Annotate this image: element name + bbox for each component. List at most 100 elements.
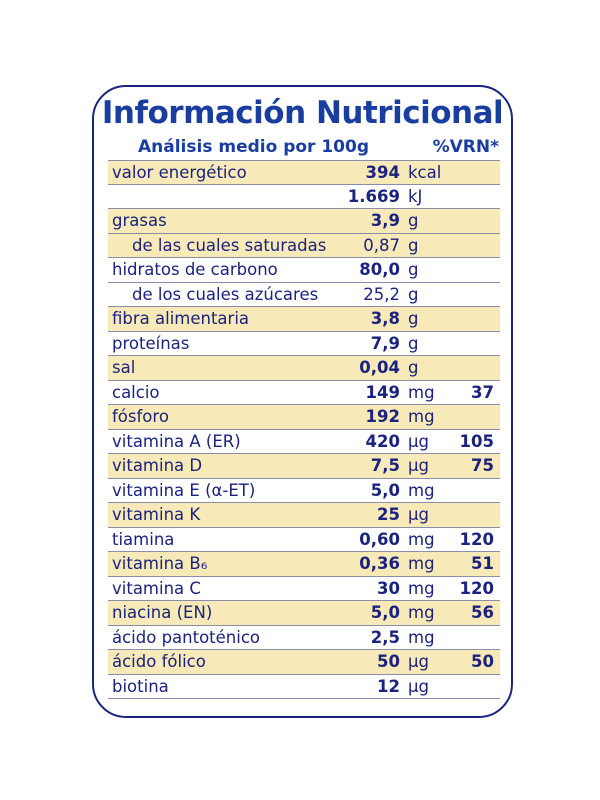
nutrition-row: ácido pantoténico 2,5 mg <box>108 626 500 650</box>
nutrient-name: vitamina D <box>112 456 203 475</box>
nutrient-name: vitamina K <box>112 505 201 524</box>
nutrition-row: tiamina 0,60 mg 120 <box>108 528 500 552</box>
label-subtitle: Análisis medio por 100g <box>138 137 370 157</box>
nutrition-row: calcio 149 mg 37 <box>108 381 500 405</box>
nutrient-unit: µg <box>408 676 429 696</box>
nutrient-value: 1.669 <box>347 186 400 206</box>
nutrient-value: 0,87 <box>363 235 400 255</box>
nutrition-row: hidratos de carbono 80,0 g <box>108 258 500 283</box>
nutrient-unit: mg <box>408 382 435 402</box>
nutrient-value: 12 <box>377 676 400 696</box>
nutrient-name: proteínas <box>112 333 190 353</box>
nutrition-row: fibra alimentaria 3,8 g <box>108 307 500 332</box>
nutrition-row: 1.669 kJ <box>108 185 500 209</box>
nutrient-unit: g <box>408 309 419 328</box>
nutrient-value: 0,36 <box>359 554 400 573</box>
nutrient-name: sal <box>112 358 136 377</box>
nutrient-name: de las cuales saturadas <box>132 235 327 255</box>
nutrient-unit: mg <box>408 480 435 500</box>
nutrient-vrn: 51 <box>471 554 494 573</box>
nutrient-name: de los cuales azúcares <box>132 284 319 304</box>
nutrition-row: vitamina C 30 mg 120 <box>108 577 500 601</box>
nutrient-unit: mg <box>408 627 435 647</box>
nutrition-row: biotina 12 µg <box>108 675 500 699</box>
nutrition-row: vitamina A (ER) 420 µg 105 <box>108 430 500 454</box>
nutrient-name: valor energético <box>112 163 247 182</box>
nutrient-unit: g <box>408 284 419 304</box>
nutrient-unit: g <box>408 211 419 230</box>
nutrient-name: vitamina A (ER) <box>112 431 241 451</box>
nutrient-name: grasas <box>112 211 167 230</box>
nutrient-name: vitamina B₆ <box>112 554 208 573</box>
nutrient-vrn: 56 <box>471 603 494 622</box>
nutrient-unit: µg <box>408 456 429 475</box>
nutrient-value: 0,60 <box>359 529 400 549</box>
nutrient-vrn: 105 <box>459 431 494 451</box>
nutrient-unit: g <box>408 235 419 255</box>
nutrient-value: 25,2 <box>363 284 400 304</box>
nutrition-row: vitamina K 25 µg <box>108 503 500 528</box>
nutrient-unit: µg <box>408 431 429 451</box>
nutrient-value: 394 <box>365 163 400 182</box>
nutrient-name: fibra alimentaria <box>112 309 250 328</box>
nutrition-row: grasas 3,9 g <box>108 209 500 234</box>
nutrition-row: de las cuales saturadas 0,87 g <box>108 233 500 258</box>
nutrient-value: 7,5 <box>370 456 400 475</box>
nutrient-name: fósforo <box>112 407 169 426</box>
nutrient-vrn: 120 <box>459 578 494 598</box>
nutrition-row: niacina (EN) 5,0 mg 56 <box>108 601 500 626</box>
nutrient-name: ácido pantoténico <box>112 627 261 647</box>
nutrition-row: vitamina D 7,5 µg 75 <box>108 454 500 479</box>
nutrient-value: 5,0 <box>370 603 400 622</box>
nutrient-name: ácido fólico <box>112 652 206 671</box>
nutrient-unit: g <box>408 333 419 353</box>
nutrient-unit: kcal <box>408 163 442 182</box>
nutrient-unit: kJ <box>408 186 423 206</box>
nutrient-unit: mg <box>408 529 435 549</box>
nutrient-value: 50 <box>377 652 400 671</box>
nutrient-name: biotina <box>112 676 169 696</box>
nutrient-vrn: 37 <box>471 382 494 402</box>
nutrient-value: 80,0 <box>359 260 400 279</box>
nutrient-vrn: 120 <box>459 529 494 549</box>
nutrient-unit: mg <box>408 603 435 622</box>
nutrient-value: 2,5 <box>370 627 400 647</box>
nutrient-unit: mg <box>408 554 435 573</box>
nutrition-row: vitamina E (α-ET) 5,0 mg <box>108 479 500 503</box>
nutrient-name: calcio <box>112 382 160 402</box>
nutrient-value: 420 <box>365 431 400 451</box>
nutrition-row: vitamina B₆ 0,36 mg 51 <box>108 552 500 577</box>
nutrient-vrn: 50 <box>471 652 494 671</box>
nutrition-row: ácido fólico 50 µg 50 <box>108 650 500 675</box>
nutrient-vrn: 75 <box>471 456 494 475</box>
nutrient-value: 7,9 <box>370 333 400 353</box>
label-title: Información Nutricional <box>101 95 504 131</box>
nutrient-value: 3,9 <box>370 211 400 230</box>
nutrient-value: 0,04 <box>359 358 400 377</box>
nutrient-value: 192 <box>365 407 400 426</box>
nutrient-unit: µg <box>408 505 429 524</box>
nutrient-unit: mg <box>408 407 435 426</box>
nutrition-row: valor energético 394 kcal <box>108 160 500 185</box>
nutrient-unit: mg <box>408 578 435 598</box>
nutrient-name: vitamina C <box>112 578 201 598</box>
nutrient-name: tiamina <box>112 529 175 549</box>
nutrient-unit: g <box>408 358 419 377</box>
nutrient-value: 149 <box>365 382 400 402</box>
nutrition-row: fósforo 192 mg <box>108 405 500 430</box>
nutrition-table: valor energético 394 kcal 1.669 kJ grasas 3,9 g… <box>108 160 500 699</box>
vrn-column-header: %VRN* <box>432 137 499 157</box>
nutrition-row: sal 0,04 g <box>108 356 500 381</box>
nutrition-row: de los cuales azúcares 25,2 g <box>108 283 500 307</box>
nutrient-value: 3,8 <box>370 309 400 328</box>
nutrient-value: 30 <box>377 578 400 598</box>
nutrient-name: vitamina E (α-ET) <box>112 480 256 500</box>
nutrition-label-card: Información Nutricional Análisis medio p… <box>92 85 513 718</box>
nutrient-value: 25 <box>377 505 400 524</box>
nutrient-name: niacina (EN) <box>112 603 213 622</box>
nutrient-name: hidratos de carbono <box>112 260 278 279</box>
nutrient-unit: µg <box>408 652 429 671</box>
nutrition-row: proteínas 7,9 g <box>108 332 500 356</box>
nutrient-unit: g <box>408 260 419 279</box>
nutrient-value: 5,0 <box>370 480 400 500</box>
